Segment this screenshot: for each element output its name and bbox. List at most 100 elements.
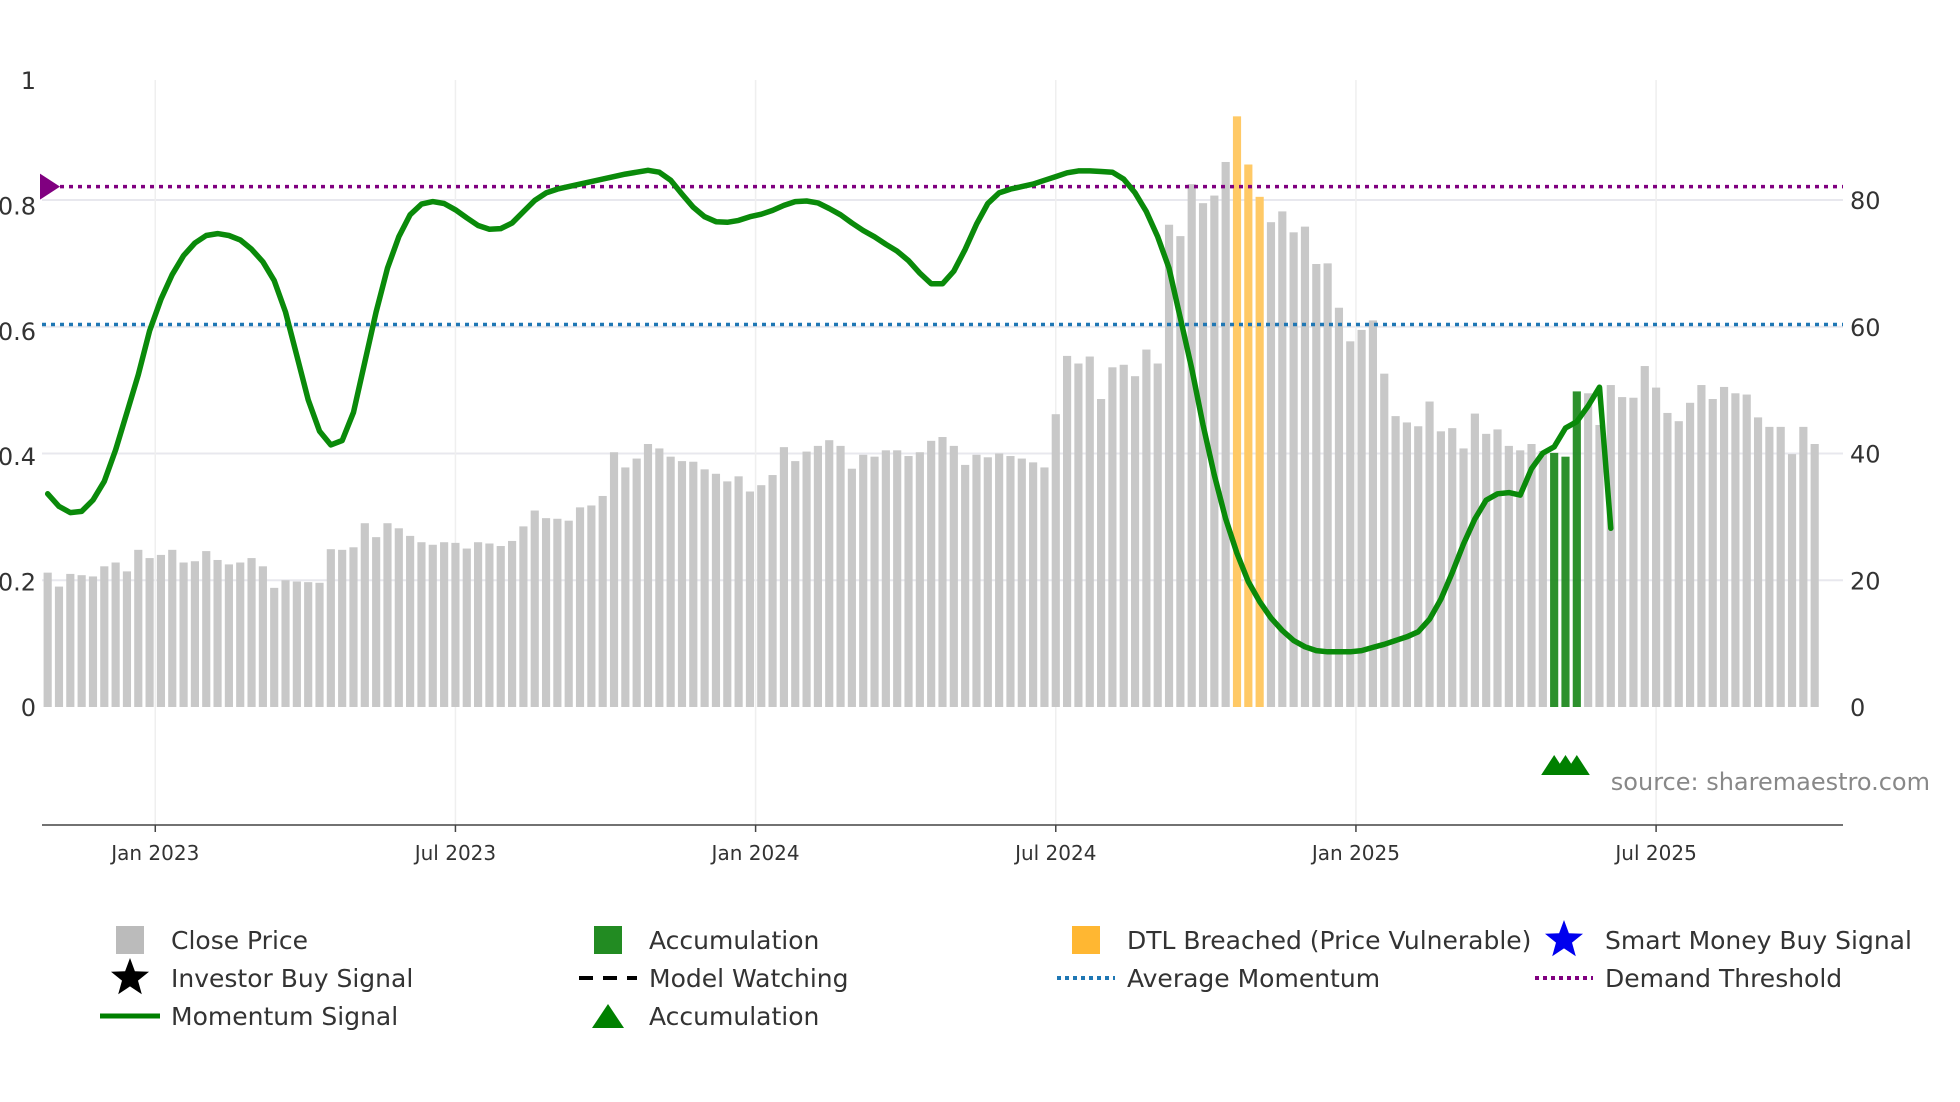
close-price-bar — [983, 457, 992, 707]
close-price-bar — [258, 566, 267, 707]
close-price-bar — [1765, 426, 1774, 707]
close-price-bar — [213, 559, 222, 707]
close-price-bar — [621, 467, 630, 707]
close-price-bar — [1097, 398, 1106, 707]
dtl-breached-bar — [1255, 196, 1264, 708]
close-price-bar — [949, 445, 958, 707]
close-price-bar — [1482, 433, 1491, 707]
close-price-bar — [270, 587, 279, 707]
accumulation-bar — [1572, 391, 1581, 707]
close-price-bar — [1164, 224, 1174, 707]
close-price-bar — [1402, 422, 1411, 707]
close-price-bar — [564, 520, 573, 707]
close-price-bar — [1516, 450, 1525, 707]
close-price-bar — [1357, 329, 1366, 707]
close-price-bar — [938, 437, 947, 707]
close-price-bar — [1697, 385, 1706, 707]
legend-label: Close Price — [171, 926, 308, 955]
close-price-bar — [1289, 232, 1298, 708]
close-price-bar — [1040, 467, 1049, 707]
close-price-bar — [915, 452, 924, 707]
close-price-bar — [1210, 195, 1219, 707]
right-axis-tick: 80 — [1850, 187, 1881, 215]
legend-item: Momentum Signal — [100, 1002, 398, 1031]
close-price-bar — [711, 473, 721, 707]
momentum-signal-layer — [44, 167, 1614, 655]
reference-lines — [40, 173, 1843, 327]
legend-item: DTL Breached (Price Vulnerable) — [1072, 926, 1531, 955]
close-price-bar — [598, 495, 607, 707]
dtl-breached-bar — [1232, 116, 1242, 708]
x-axis-tick: Jan 2023 — [109, 841, 199, 865]
close-price-bar — [587, 505, 596, 707]
legend: Close Price Accumulation DTL Breached (Pri… — [100, 920, 1912, 1031]
close-price-bar — [791, 461, 800, 707]
close-price-bar — [1391, 416, 1400, 707]
close-price-bar — [1629, 397, 1638, 707]
close-price-bar — [825, 440, 834, 707]
close-price-bar — [961, 464, 970, 707]
close-price-bar — [1742, 394, 1751, 707]
right-axis-tick: 0 — [1850, 694, 1865, 722]
close-price-bar — [700, 469, 709, 707]
legend-star-icon — [111, 958, 149, 995]
close-price-bar — [643, 443, 653, 707]
close-price-bar — [111, 562, 120, 707]
close-price-bar — [1459, 448, 1468, 707]
close-price-bar — [462, 548, 471, 707]
close-price-bar — [1029, 462, 1038, 707]
close-price-bar — [406, 535, 415, 707]
close-price-bar — [904, 456, 913, 707]
close-price-bar — [134, 549, 143, 707]
left-axis-tick: 0.8 — [0, 192, 36, 220]
close-price-bar — [1731, 393, 1740, 707]
close-price-bar — [1153, 363, 1162, 707]
close-price-bar — [394, 528, 403, 707]
close-price-bar — [1278, 211, 1287, 707]
close-price-bar — [927, 440, 936, 707]
close-price-bar — [519, 526, 528, 707]
close-price-bar — [1652, 387, 1661, 707]
close-price-bar — [1538, 450, 1547, 707]
close-price-bar — [723, 481, 732, 707]
legend-label: Accumulation — [649, 926, 819, 955]
close-price-bar — [179, 562, 188, 707]
left-axis-tick: 1 — [21, 67, 36, 95]
right-axis-tick: 60 — [1850, 314, 1881, 342]
close-price-bar — [1708, 398, 1717, 707]
close-price-bar — [813, 445, 822, 707]
close-price-bar — [417, 542, 426, 707]
legend-item: Demand Threshold — [1535, 964, 1842, 993]
close-price-bar — [881, 450, 890, 707]
close-price-bar — [632, 458, 641, 707]
close-price-bar — [1493, 429, 1502, 707]
close-price-bar — [168, 549, 177, 707]
close-price-bar — [1368, 320, 1378, 707]
legend-item: Accumulation — [592, 1002, 819, 1031]
close-price-bar — [1130, 376, 1140, 707]
close-price-bar — [1323, 263, 1332, 707]
x-axis-tick: Jan 2024 — [710, 841, 800, 865]
source-label: source: sharemaestro.com — [1611, 768, 1930, 796]
close-price-bar — [779, 447, 788, 707]
close-price-bar — [190, 561, 199, 707]
close-price-bar — [1799, 426, 1808, 707]
legend-item: Average Momentum — [1057, 964, 1380, 993]
close-price-bar — [1640, 366, 1649, 707]
close-price-bar — [88, 576, 98, 707]
close-price-bar — [145, 558, 154, 707]
legend-label: Accumulation — [649, 1002, 819, 1031]
x-axis-tick: Jan 2025 — [1310, 841, 1400, 865]
close-price-bar — [372, 537, 381, 707]
close-price-bar — [1221, 161, 1230, 708]
close-price-bar — [383, 523, 392, 707]
left-axis-tick: 0.6 — [0, 318, 36, 346]
close-price-bar — [451, 542, 460, 707]
close-price-bar — [1719, 386, 1729, 707]
close-price-bar — [1414, 426, 1423, 707]
close-price-bar — [995, 453, 1004, 707]
close-price-bar — [836, 445, 845, 707]
legend-label: Investor Buy Signal — [171, 964, 413, 993]
legend-item: Investor Buy Signal — [111, 958, 413, 995]
